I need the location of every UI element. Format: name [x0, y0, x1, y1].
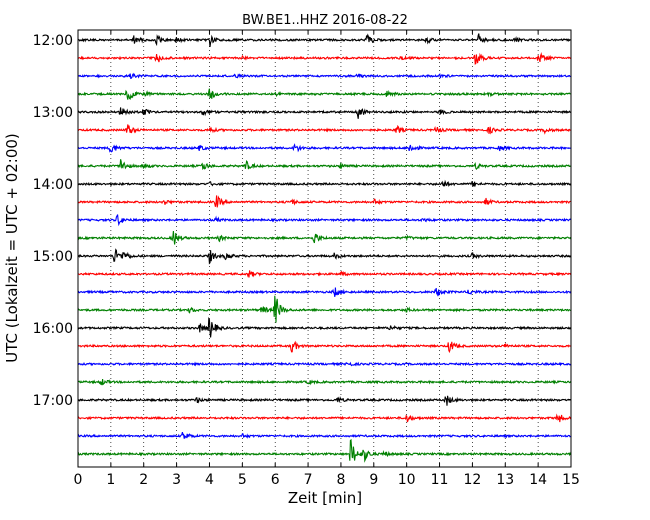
trace-line: [77, 159, 571, 170]
x-tick-label: 6: [271, 472, 280, 488]
trace-line: [77, 340, 571, 354]
x-tick-label: 7: [304, 472, 313, 488]
x-tick-label: 13: [496, 472, 514, 488]
trace-line: [77, 143, 571, 153]
y-tick-label: 14:00: [33, 177, 73, 193]
trace-line: [77, 287, 572, 297]
x-tick-label: 1: [106, 472, 115, 488]
x-tick-label: 2: [139, 472, 148, 488]
x-tick-label: 12: [463, 472, 481, 488]
trace-line: [77, 88, 571, 100]
trace-line: [77, 52, 572, 65]
x-tick-label: 0: [74, 472, 83, 488]
x-axis-label: Zeit [min]: [288, 489, 362, 507]
x-tick-label: 10: [398, 472, 416, 488]
x-tick-label: 9: [369, 472, 378, 488]
trace-line: [77, 316, 572, 338]
trace-line: [77, 231, 572, 245]
x-tick-label: 8: [336, 472, 345, 488]
trace-line: [77, 413, 572, 423]
y-tick-label: 16:00: [33, 321, 73, 337]
chart-title: BW.BE1..HHZ 2016-08-22: [242, 13, 408, 28]
y-tick-label: 15:00: [33, 249, 73, 265]
trace-line: [77, 438, 572, 463]
axis-ticks: 0 1 2 3 4 5 6 7 8 9 10 11 12 13 14 1512:0013:0014:0015:…: [33, 30, 580, 488]
plot-frame: [77, 29, 572, 468]
trace-line: [77, 72, 571, 80]
x-tick-label: 3: [172, 472, 181, 488]
trace-line: [77, 270, 572, 278]
trace-line: [77, 107, 571, 119]
seismic-traces: [77, 33, 572, 463]
trace-line: [77, 431, 571, 439]
x-tick-label: 14: [529, 472, 547, 488]
y-tick-label: 13:00: [33, 105, 73, 121]
trace-line: [77, 248, 571, 265]
x-tick-label: 4: [205, 472, 214, 488]
trace-line: [77, 361, 572, 367]
y-tick-label: 17:00: [33, 393, 73, 409]
x-tick-label: 15: [562, 472, 580, 488]
trace-line: [77, 33, 571, 47]
trace-line: [77, 195, 571, 208]
grid-lines: [110, 30, 539, 467]
trace-line: [77, 379, 572, 386]
x-tick-label: 5: [238, 472, 247, 488]
trace-line: [77, 395, 571, 406]
trace-line: [77, 295, 571, 323]
y-tick-label: 12:00: [33, 33, 73, 49]
trace-line: [77, 179, 571, 188]
trace-line: [77, 214, 571, 227]
trace-line: [77, 124, 571, 135]
x-tick-label: 11: [431, 472, 449, 488]
y-axis-label: UTC (Lokalzeit = UTC + 02:00): [3, 133, 21, 363]
